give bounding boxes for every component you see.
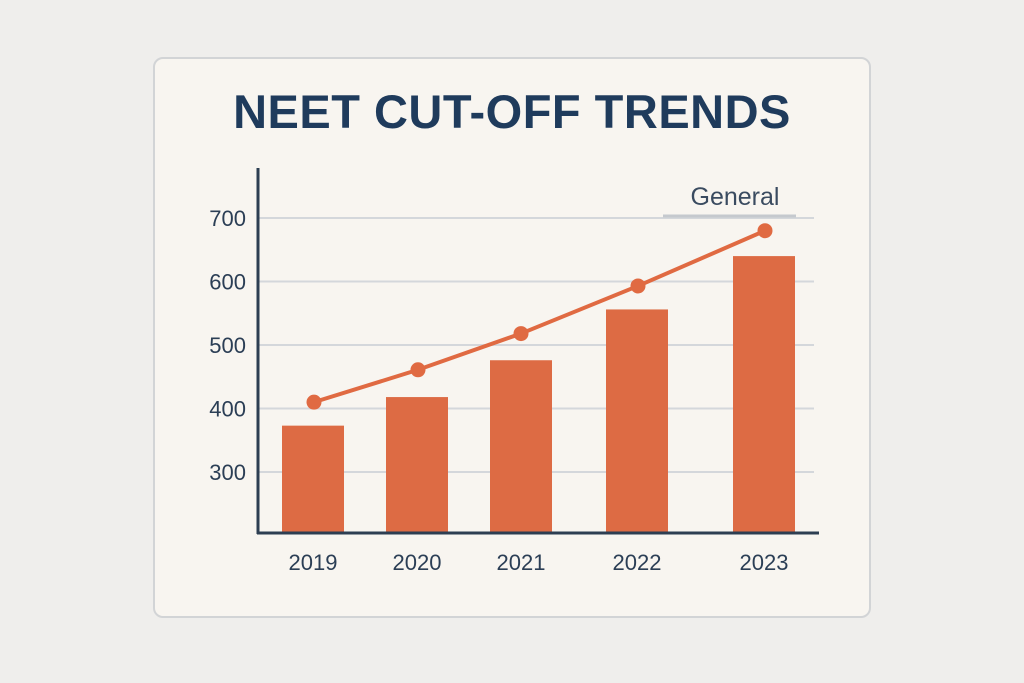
chart-title: NEET CUT-OFF TRENDS [233, 85, 791, 138]
x-tick-label-2019: 2019 [289, 550, 338, 575]
bar-2022 [606, 309, 668, 533]
point-general-2023 [757, 223, 773, 239]
legend: General [663, 183, 796, 218]
x-tick-labels: 2019 2020 2021 2022 2023 [289, 550, 789, 575]
point-general-2022 [630, 278, 646, 294]
point-general-2020 [410, 362, 426, 378]
legend-label-general: General [691, 183, 780, 211]
y-tick-label-500: 500 [209, 333, 246, 358]
point-general-2021 [513, 326, 529, 342]
point-general-2019 [306, 394, 322, 410]
y-tick-label-300: 300 [209, 460, 246, 485]
x-tick-label-2023: 2023 [740, 550, 789, 575]
bar-2019 [282, 425, 344, 533]
bar-2021 [490, 360, 552, 533]
x-tick-label-2022: 2022 [613, 550, 662, 575]
y-tick-label-700: 700 [209, 206, 246, 231]
y-tick-label-400: 400 [209, 397, 246, 422]
y-tick-labels: 300 400 500 600 700 [209, 206, 246, 485]
line-series [306, 223, 773, 410]
axes [256, 168, 819, 535]
x-tick-label-2021: 2021 [497, 550, 546, 575]
bar-2023 [733, 256, 795, 533]
y-tick-label-600: 600 [209, 270, 246, 295]
x-tick-label-2020: 2020 [393, 550, 442, 575]
bar-series [282, 256, 795, 533]
bar-2020 [386, 397, 448, 533]
